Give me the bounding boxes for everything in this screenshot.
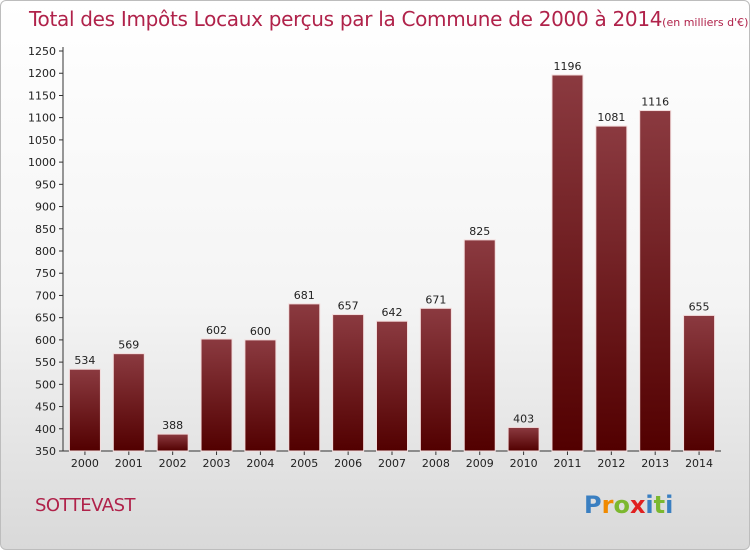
bar (595, 125, 628, 452)
bar (68, 368, 101, 452)
chart-data-labels: 534 569 388 602 600 681 657 642 671 825 403 1196 108… (74, 60, 709, 432)
bar-value-label: 1081 (597, 111, 625, 124)
bar (288, 303, 321, 452)
x-tick-label: 2001 (115, 457, 143, 470)
y-tick-label: 550 (35, 356, 56, 369)
bar-value-label: 1116 (641, 96, 669, 109)
x-tick-label: 2010 (510, 457, 538, 470)
x-tick-label: 2007 (378, 457, 406, 470)
x-tick-label: 2008 (422, 457, 450, 470)
x-tick-label: 2006 (334, 457, 362, 470)
x-tick-label: 2013 (641, 457, 669, 470)
bar-value-label: 534 (74, 354, 95, 367)
x-tick-label: 2011 (553, 457, 581, 470)
bar-value-label: 655 (689, 300, 710, 313)
bar-value-label: 602 (206, 324, 227, 337)
y-tick-label: 850 (35, 223, 56, 236)
bar (507, 426, 540, 452)
y-tick-label: 650 (35, 312, 56, 325)
y-tick-label: 350 (35, 445, 56, 458)
x-tick-label: 2012 (597, 457, 625, 470)
commune-name: SOTTEVAST (35, 495, 136, 516)
proxiti-logo[interactable]: Proxiti (584, 491, 673, 519)
bar-value-label: 671 (425, 293, 446, 306)
x-tick-label: 2009 (466, 457, 494, 470)
bar-value-label: 1196 (553, 60, 581, 73)
logo-letter: P (584, 491, 602, 519)
x-tick-label: 2002 (159, 457, 187, 470)
y-tick-label: 1250 (28, 45, 56, 58)
y-tick-label: 800 (35, 245, 56, 258)
y-tick-label: 1100 (28, 112, 56, 125)
bar-value-label: 825 (469, 225, 490, 238)
y-tick-label: 750 (35, 267, 56, 280)
chart-title-text: Total des Impôts Locaux perçus par la Co… (29, 7, 663, 31)
chart-axes: 350 400 450 500 550 600 650 700 750 800 850 900 950 1… (28, 45, 721, 470)
y-tick-label: 1000 (28, 156, 56, 169)
chart-title-unit: (en milliers d'€) (662, 16, 749, 29)
bar-value-label: 600 (250, 325, 271, 338)
y-tick-label: 450 (35, 401, 56, 414)
y-tick-label: 950 (35, 178, 56, 191)
chart-title: Total des Impôts Locaux perçus par la Co… (29, 7, 748, 31)
x-tick-label: 2004 (246, 457, 274, 470)
logo-letter: o (613, 491, 630, 519)
x-tick-label: 2003 (203, 457, 231, 470)
y-tick-label: 600 (35, 334, 56, 347)
y-tick-label: 1050 (28, 134, 56, 147)
bar-value-label: 642 (382, 306, 403, 319)
logo-letter: i (665, 491, 674, 519)
y-tick-label: 500 (35, 378, 56, 391)
logo-letter: i (645, 491, 654, 519)
y-tick-label: 1200 (28, 67, 56, 80)
logo-letter: x (629, 491, 646, 519)
y-tick-label: 400 (35, 423, 56, 436)
bar (200, 338, 233, 452)
bar (683, 314, 716, 452)
bar-value-label: 403 (513, 412, 534, 425)
bar-value-label: 569 (118, 339, 139, 352)
y-tick-label: 1150 (28, 89, 56, 102)
bar (551, 74, 584, 452)
bar (376, 320, 408, 452)
bar-value-label: 681 (294, 289, 315, 302)
bar-value-label: 388 (162, 419, 183, 432)
logo-letter: r (601, 491, 614, 519)
x-tick-label: 2014 (685, 457, 713, 470)
bar (419, 307, 452, 452)
bar (332, 314, 365, 452)
bar (244, 339, 277, 452)
bar (463, 239, 496, 452)
bar-value-label: 657 (338, 300, 359, 313)
logo-letter: t (653, 491, 666, 519)
y-tick-label: 700 (35, 289, 56, 302)
bar (639, 110, 672, 452)
bar (112, 353, 145, 452)
chart-bars (68, 74, 716, 452)
x-tick-label: 2005 (290, 457, 318, 470)
bar (156, 433, 189, 452)
y-tick-label: 900 (35, 201, 56, 214)
x-tick-label: 2000 (71, 457, 99, 470)
